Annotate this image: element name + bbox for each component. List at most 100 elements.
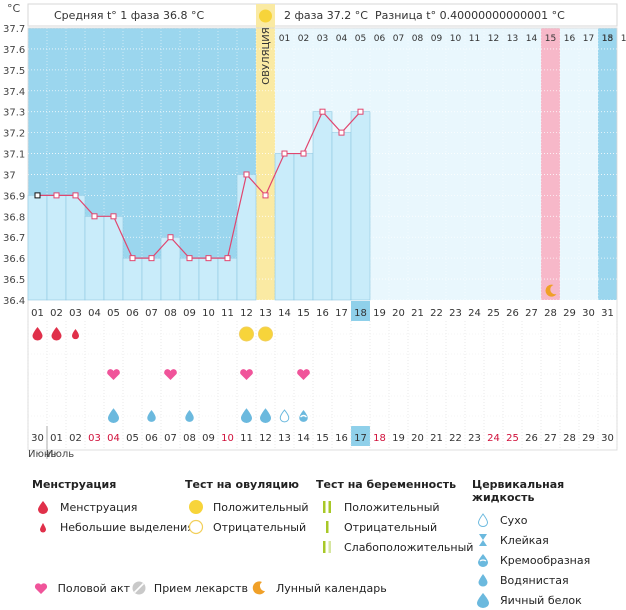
legend-label: Лунный календарь (276, 581, 387, 595)
temperature-bar (27, 195, 48, 301)
pill-icon (132, 581, 146, 595)
y-tick-label: 37.1 (3, 150, 25, 161)
legend-ovulation-test: Тест на овуляцию Положительный Отрицател… (185, 478, 309, 537)
cycle-day-label: 22 (430, 308, 443, 319)
legend-item-creamy: Кремообразная (472, 550, 626, 570)
calendar-date-label: 14 (297, 433, 310, 444)
legend-item-pregnancy-positive: Положительный (316, 497, 473, 517)
temperature-bars (27, 111, 371, 301)
legend-label: Кремообразная (500, 553, 591, 567)
cycle-day-label: 23 (449, 308, 462, 319)
cycle-day-label: 21 (411, 308, 424, 319)
cycle-day-label: 05 (107, 308, 120, 319)
temperature-point (319, 108, 326, 115)
legend-label: Прием лекарств (153, 581, 248, 595)
calendar-date-label: 23 (468, 433, 481, 444)
legend-label: Яичный белок (500, 593, 582, 607)
menstruation-heavy-icon (32, 327, 43, 341)
ovulation-test-icon (258, 326, 273, 342)
temperature-point (338, 129, 345, 136)
temperature-point (53, 192, 60, 199)
legend-item-ovulation-negative: Отрицательный (185, 517, 309, 537)
heart-icon (164, 369, 177, 380)
legend-item-pregnancy-weak: Слабоположительный (316, 537, 473, 557)
cycle-day-label: 12 (240, 308, 253, 319)
calendar-date-label: 18 (373, 433, 386, 444)
phase2-day-label: 11 (469, 34, 480, 44)
calendar-date-label: 13 (278, 433, 291, 444)
temperature-bar (46, 195, 67, 301)
legend-item-sticky: Клейкая (472, 530, 626, 550)
temperature-bar (65, 195, 86, 301)
calendar-date-label: 25 (506, 433, 519, 444)
legend-cervical-fluid: Цервикальная жидкость Сухо Клейкая Кремо… (472, 478, 626, 610)
legend-item-spotting: Небольшие выделения (32, 517, 194, 537)
chart-icons (32, 9, 557, 423)
phase2-average: 2 фаза 37.2 °C (284, 9, 368, 22)
phase2-day-label: 09 (431, 34, 443, 44)
y-tick-label: 37.4 (3, 87, 25, 98)
cycle-day-label: 04 (88, 308, 101, 319)
cycle-day-label: 02 (50, 308, 63, 319)
today-date-marker (351, 426, 370, 446)
cycle-day-label: 10 (202, 308, 215, 319)
phase2-day-label: 08 (412, 34, 424, 44)
y-tick-label: 36.9 (3, 191, 25, 202)
phase2-day-label: 18 (602, 34, 614, 44)
temperature-point (148, 255, 155, 262)
temperature-bar (293, 153, 314, 301)
legend-other: Половой акт Прием лекарств Лунный календ… (30, 578, 387, 598)
y-tick-label: 36.8 (3, 212, 25, 223)
weak-lines-icon (323, 541, 331, 553)
legend-item-pregnancy-negative: Отрицательный (316, 517, 473, 537)
y-tick-label: 37.3 (3, 108, 25, 119)
calendar-date-label: 30 (601, 433, 614, 444)
cycle-day-label: 11 (221, 308, 234, 319)
temperature-point (91, 213, 98, 220)
temperature-bar (350, 111, 371, 301)
calendar-date-label: 05 (126, 433, 139, 444)
legend-label: Сухо (500, 513, 528, 527)
drop-eggwhite-icon (477, 593, 489, 608)
circle-filled-icon (189, 500, 203, 514)
fluid-watery-icon (147, 410, 156, 422)
legend-label: Слабоположительный (344, 540, 474, 554)
header-day-label: 15 (602, 34, 613, 44)
temperature-point (186, 255, 193, 262)
calendar-date-label: 17 (354, 433, 367, 444)
legend-pregnancy-test: Тест на беременность Положительный Отриц… (316, 478, 473, 557)
calendar-date-label: 30 (31, 433, 44, 444)
hourglass-icon (479, 534, 487, 546)
temperature-point (281, 150, 288, 157)
legend-label: Отрицательный (344, 520, 438, 534)
legend-label: Небольшие выделения (60, 520, 194, 534)
moon-icon (545, 284, 557, 297)
cycle-day-label: 26 (506, 308, 519, 319)
phase2-day-label: 06 (374, 34, 386, 44)
legend-item-eggwhite: Яичный белок (472, 590, 626, 610)
drop-light-icon (40, 523, 46, 533)
legend-item-ovulation-positive: Положительный (185, 497, 309, 517)
expected-period-column (541, 28, 560, 300)
temperature-point (243, 171, 250, 178)
y-tick-label: 36.5 (3, 275, 25, 286)
cycle-day-label: 25 (487, 308, 500, 319)
phase2-day-label: 16 (564, 34, 576, 44)
legend-label: Менструация (60, 500, 138, 514)
cycle-day-label: 31 (601, 308, 614, 319)
chart-text: 37.7 37.6 37.5 37.4 37.3 37.2 37.1 37 36.9 36.8 36… (3, 24, 626, 460)
phase2-day-label: 01 (279, 34, 290, 44)
calendar-date-label: 22 (449, 433, 462, 444)
cycle-day-label: 07 (145, 308, 158, 319)
calendar-date-label: 16 (335, 433, 348, 444)
temperature-point (300, 150, 307, 157)
temperature-bar (217, 257, 238, 301)
phase2-day-label: 03 (317, 34, 328, 44)
heart-icon (34, 582, 47, 594)
legend-menstruation: Менструация Менструация Небольшие выделе… (32, 478, 194, 537)
fluid-dry-icon (279, 409, 290, 423)
fluid-creamy-mark (300, 414, 307, 418)
phase2-day-label: 17 (583, 34, 594, 44)
fluid-eggwhite-icon (108, 408, 119, 423)
cycle-day-label: 20 (392, 308, 405, 319)
